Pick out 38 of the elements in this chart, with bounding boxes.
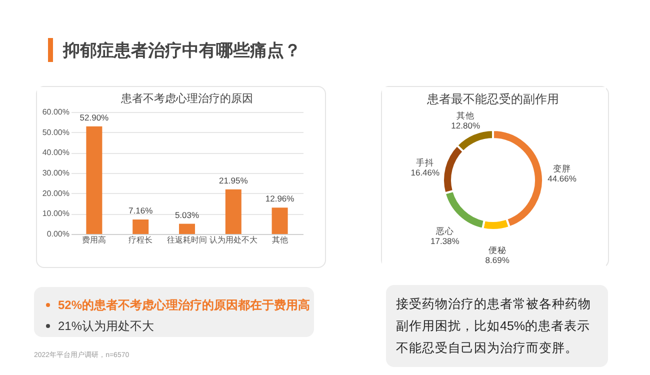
data-label: 7.16%: [128, 205, 154, 216]
y-tick-label: 30.00%: [42, 168, 70, 178]
y-tick-label: 20.00%: [42, 188, 70, 198]
data-label: 5.03%: [174, 210, 200, 220]
chart-title: 患者不考虑心理治疗的原因: [120, 92, 253, 105]
text: 52%的患者不考虑心理治疗的原因都在于费用高: [58, 298, 310, 312]
bar: [179, 224, 195, 234]
y-tick-label: 0.00%: [46, 230, 70, 238]
x-tick-label: 认为用处不大: [209, 236, 258, 244]
data-label: 8.69%: [485, 254, 510, 265]
x-tick-label: 往返耗时间: [167, 236, 207, 244]
y-tick-label: 40.00%: [42, 148, 70, 158]
y-tick-label: 10.00%: [42, 209, 70, 218]
x-tick-label: 疗程长: [128, 236, 153, 244]
slice-label: 便秘: [488, 244, 506, 255]
bar: [132, 219, 149, 234]
data-label: 17.38%: [430, 236, 460, 246]
slice-label: 手抖: [416, 158, 434, 168]
text: 21%认为用处不大: [58, 319, 154, 333]
x-tick-label: 其他: [272, 236, 288, 244]
y-tick-label: 50.00%: [42, 128, 70, 137]
chart-title: 患者最不能忍受的副作用: [426, 92, 559, 106]
bar: [225, 189, 242, 234]
data-label: 44.66%: [548, 173, 577, 184]
text: 抑郁症患者治疗中有哪些痛点？: [63, 40, 301, 62]
data-label: 52.90%: [80, 112, 110, 122]
data-label: 12.80%: [451, 120, 480, 131]
slice-label: 变胖: [553, 163, 572, 174]
y-tick-label: 60.00%: [42, 108, 70, 116]
text: 接受药物治疗的患者常被各种药物副作用困扰，比如45%的患者表示不能忍受自己因为治疗而变胖。: [386, 285, 608, 367]
data-label: 16.46%: [410, 168, 440, 178]
bar: [272, 208, 288, 234]
slice-label: 其他: [456, 110, 475, 121]
slice-label: 恶心: [434, 226, 454, 236]
x-tick-label: 费用高: [82, 236, 106, 244]
data-label: 21.95%: [218, 175, 248, 186]
data-label: 12.96%: [265, 194, 295, 204]
bar: [86, 126, 102, 234]
